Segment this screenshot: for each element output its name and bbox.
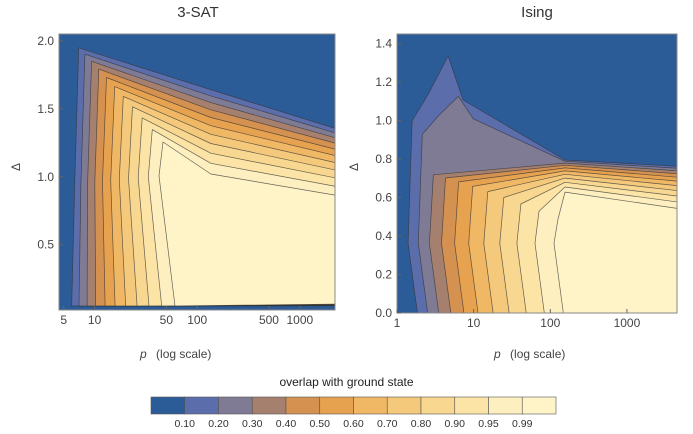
x-axis-label-3sat: p (log scale) [140,347,211,361]
contour-level-9 [516,181,677,313]
y-tick-label: 0.8 [375,152,392,166]
x-axis-variable-3sat: p [140,347,147,361]
colorbar-swatch [454,396,489,415]
colorbar-swatch [521,396,557,415]
y-axis-label-ising: Δ [347,162,362,172]
contour-level-1 [71,47,335,307]
colorbar-swatch [386,396,422,415]
y-tick-label: 0.2 [375,268,392,282]
colorbar-tick-label: 0.40 [276,418,297,430]
colorbar-tick-label: 0.60 [343,418,364,430]
y-axis-label-3sat: Δ [9,162,24,172]
chart-title-3sat: 3-SAT [177,4,219,21]
colorbar-tick-label: 0.80 [411,418,432,430]
colorbar-tick-label: 0.70 [377,418,398,430]
y-tick-label: 1.5 [37,102,54,116]
contour-level-1 [407,55,677,313]
colorbar-tick-label: 0.95 [478,418,499,430]
y-tick-label: 0.6 [375,191,392,205]
y-tick-label: 1.0 [37,170,54,184]
contour-level-4 [441,164,677,313]
plot-frame [396,33,678,314]
colorbar-swatch [218,396,253,415]
contour-level-2 [78,53,335,307]
contour-level-10 [534,186,677,313]
contour-level-3 [86,60,335,307]
x-tick-label: 100 [540,316,560,330]
x-tick-label: 10 [88,313,102,327]
contour-level-11 [158,141,335,307]
x-axis-label-ising: p (log scale) [494,347,565,361]
colorbar-swatch [319,396,354,415]
contour-level-5 [454,167,677,313]
y-tick-label: 1.0 [375,114,392,128]
colorbar-swatch [488,396,523,415]
colorbar-swatch [285,396,321,415]
colorbar-tick-label: 0.90 [445,418,466,430]
colorbar-tick-label: 0.20 [208,418,229,430]
x-tick-label: 50 [160,313,174,327]
contour-level-6 [468,170,677,313]
contour-level-9 [137,117,335,307]
contour-level-10 [147,129,335,307]
chart-title-ising: Ising [521,4,553,21]
colorbar-swatch [251,396,287,415]
colorbar-title: overlap with ground state [279,375,414,389]
colorbar-tick-label: 0.30 [242,418,263,430]
contour-level-11 [553,191,677,313]
colorbar-swatch [150,396,186,415]
contour-level-6 [110,86,335,307]
background-level-0 [59,34,335,310]
contour-level-7 [483,173,677,313]
colorbar-tick-label: 0.50 [310,418,331,430]
colorbar-tick-label: 0.99 [512,418,533,430]
contour-level-4 [94,68,335,307]
x-axis-note-ising: (log scale) [510,347,566,361]
background-level-0 [397,34,677,313]
colorbar-swatch [184,396,219,415]
x-tick-label: 500 [259,313,279,327]
x-tick-label: 1000 [614,316,641,330]
y-tick-label: 0.0 [375,306,392,320]
contour-level-5 [102,77,335,307]
colorbar-tick-label: 0.10 [175,418,196,430]
x-axis-variable-ising: p [494,347,501,361]
x-tick-label: 10 [467,316,481,330]
contour-level-3 [429,162,677,313]
x-tick-label: 1000 [287,313,314,327]
x-tick-label: 1 [394,316,401,330]
y-tick-label: 1.2 [375,75,392,89]
y-tick-label: 2.0 [37,34,54,48]
x-tick-label: 5 [60,313,67,327]
contour-level-8 [499,177,677,313]
contour-level-7 [118,96,335,307]
y-tick-label: 0.4 [375,229,392,243]
contour-level-8 [128,106,335,307]
y-tick-label: 0.5 [37,238,54,252]
colorbar-swatch [353,396,388,415]
x-tick-label: 100 [187,313,207,327]
contour-level-2 [417,96,677,313]
colorbar-swatch [420,396,456,415]
x-axis-note-3sat: (log scale) [156,347,212,361]
y-tick-label: 1.4 [375,37,392,51]
plot-frame [58,33,336,311]
